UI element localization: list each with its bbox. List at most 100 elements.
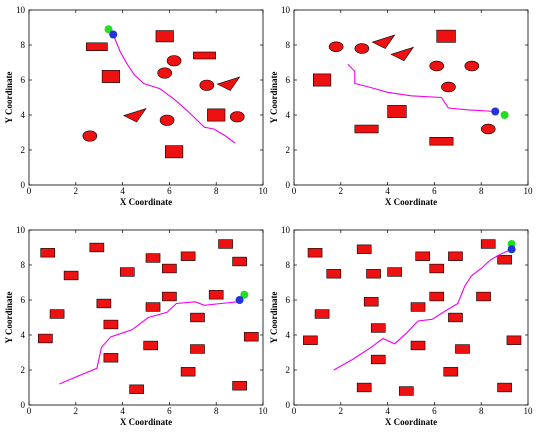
- planned-path: [112, 34, 236, 144]
- x-tick-label: 0: [27, 186, 32, 196]
- y-tick-label: 4: [286, 330, 291, 340]
- x-tick-label: 8: [479, 406, 484, 416]
- obstacle-rect: [326, 269, 342, 279]
- x-axis-label: X Coordinate: [385, 197, 437, 207]
- obstacle-rect: [101, 70, 120, 83]
- obstacle-rect: [143, 340, 159, 351]
- x-tick-label: 6: [432, 186, 437, 196]
- obstacle-rect: [162, 291, 177, 302]
- planned-path: [59, 299, 240, 385]
- y-axis-label: Y Coordinate: [4, 72, 14, 124]
- chart-panel-3: 0 2 4 6 8 10 0 2 4 6 8 10 X Coordinate Y Coordinate: [4, 225, 268, 427]
- obstacle-rect: [313, 73, 332, 87]
- obstacle-rect: [218, 239, 233, 249]
- y-tick-label: 0: [21, 400, 26, 410]
- y-tick-label: 4: [21, 110, 26, 120]
- obstacle-circle: [82, 130, 98, 142]
- obstacle-rect: [354, 124, 379, 134]
- x-tick-label: 4: [120, 186, 125, 196]
- obstacle-rect: [506, 335, 522, 345]
- obstacle-rect: [38, 333, 53, 344]
- chart-panel-2: 0 2 4 6 8 10 0 2 4 6 8 10 X Coordinate Y Coordinate: [269, 5, 533, 207]
- y-axis-label: Y Coordinate: [4, 292, 14, 344]
- obstacle-rect: [232, 381, 247, 391]
- obstacle-rect: [232, 256, 247, 267]
- obstacle-rect: [356, 244, 372, 254]
- start-point: [491, 107, 500, 116]
- obstacle-circle: [328, 41, 344, 52]
- start-point: [109, 30, 118, 39]
- x-tick-label: 8: [214, 406, 219, 416]
- obstacle-rect: [190, 312, 205, 323]
- obstacle-triangle: [216, 76, 241, 91]
- obstacle-circle: [199, 79, 215, 91]
- obstacle-rect: [410, 302, 426, 312]
- x-tick-label: 6: [167, 186, 172, 196]
- obstacle-rect: [86, 42, 108, 51]
- obstacle-rect: [193, 51, 216, 60]
- y-tick-label: 2: [21, 145, 26, 155]
- x-tick-label: 8: [214, 186, 219, 196]
- obstacle-rect: [387, 267, 402, 277]
- obstacle-rect: [356, 382, 372, 393]
- x-tick-label: 4: [385, 186, 390, 196]
- x-tick-label: 6: [167, 406, 172, 416]
- y-tick-label: 2: [286, 145, 291, 155]
- x-tick-label: 2: [339, 186, 344, 196]
- obstacle-rect: [307, 248, 323, 258]
- y-tick-label: 0: [286, 180, 291, 190]
- y-tick-label: 6: [21, 295, 26, 305]
- obstacle-rect: [448, 312, 463, 323]
- plot-area: [293, 9, 529, 186]
- x-axis-label: X Coordinate: [120, 417, 172, 427]
- obstacle-rect: [429, 291, 445, 302]
- y-tick-label: 6: [21, 75, 26, 85]
- goal-point: [500, 111, 509, 119]
- obstacle-rect: [155, 30, 174, 43]
- obstacle-rect: [497, 255, 512, 265]
- obstacle-rect: [436, 29, 456, 43]
- x-tick-label: 2: [339, 406, 344, 416]
- obstacle-triangle: [122, 108, 147, 123]
- obstacle-rect: [119, 267, 135, 277]
- obstacle-rect: [429, 137, 454, 146]
- obstacle-circle: [464, 60, 480, 72]
- x-tick-label: 0: [27, 406, 32, 416]
- obstacle-rect: [370, 323, 386, 333]
- y-tick-label: 0: [286, 400, 291, 410]
- obstacle-circle: [480, 123, 496, 135]
- obstacle-rect: [476, 291, 491, 302]
- y-tick-label: 10: [16, 225, 26, 235]
- y-tick-label: 0: [21, 180, 26, 190]
- obstacle-rect: [410, 340, 426, 351]
- obstacle-rect: [145, 253, 161, 263]
- planned-path: [333, 248, 512, 371]
- obstacle-rect: [129, 384, 144, 394]
- obstacle-rect: [370, 354, 386, 365]
- obstacle-rect: [429, 263, 445, 274]
- y-tick-label: 8: [21, 260, 26, 270]
- obstacle-circle: [157, 67, 173, 79]
- obstacle-rect: [455, 344, 470, 354]
- obstacle-triangle: [371, 34, 396, 49]
- obstacle-rect: [448, 251, 463, 261]
- obstacle-rect: [63, 270, 79, 281]
- x-tick-label: 2: [74, 406, 79, 416]
- planned-path: [347, 63, 496, 113]
- x-axis-label: X Coordinate: [385, 417, 437, 427]
- plot-area: [293, 229, 529, 406]
- obstacle-rect: [103, 319, 119, 330]
- obstacle-rect: [208, 290, 224, 300]
- obstacle-rect: [480, 239, 496, 249]
- obstacle-rect: [366, 269, 381, 279]
- obstacle-rect: [89, 242, 105, 253]
- obstacle-circle: [441, 81, 456, 93]
- obstacle-circle: [166, 55, 182, 67]
- obstacle-circle: [229, 111, 245, 123]
- obstacle-rect: [415, 251, 431, 261]
- y-tick-label: 2: [21, 365, 26, 375]
- x-tick-label: 10: [259, 186, 269, 196]
- obstacle-rect: [243, 332, 259, 342]
- y-tick-label: 8: [286, 260, 291, 270]
- obstacle-circle: [354, 43, 370, 54]
